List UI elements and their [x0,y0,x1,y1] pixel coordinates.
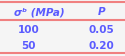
Text: 0.20: 0.20 [89,40,115,50]
Text: P: P [98,7,105,17]
Text: 100: 100 [17,25,39,34]
Text: σᵇ (MPa): σᵇ (MPa) [14,7,64,17]
Text: 0.05: 0.05 [89,25,115,34]
Text: 50: 50 [21,40,35,50]
